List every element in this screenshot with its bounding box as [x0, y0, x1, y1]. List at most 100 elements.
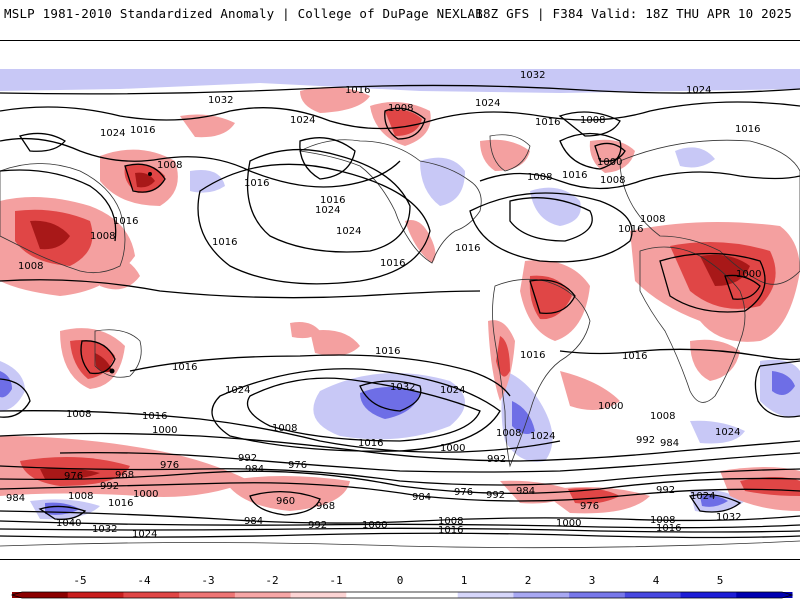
isobar-1008-asia: [659, 252, 766, 313]
anomaly-blob-indonesia: [100, 251, 140, 290]
colorbar-segment: [457, 592, 514, 598]
isobar-1016-south-tropics: [129, 354, 511, 397]
isobar-label: 1032: [520, 70, 545, 81]
isobar-1008-sub: [0, 410, 561, 453]
isobar-label: 992: [636, 435, 655, 446]
isobar-label: 1032: [716, 512, 741, 523]
isobar-label: 1016: [345, 85, 370, 96]
isobar-label: 984: [245, 464, 264, 475]
isobar-label: 1016: [618, 224, 643, 235]
isobar-label: 1024: [315, 205, 340, 216]
isobar-label: 1016: [562, 170, 587, 181]
isobar-label: 1008: [438, 516, 463, 527]
isobar-label: 1016: [455, 243, 480, 254]
isobar-label: 1016: [375, 346, 400, 357]
colorbar-tick-label: 1: [460, 574, 468, 587]
isobar-1008-hudson: [384, 107, 426, 140]
isobar-label: 1016: [142, 411, 167, 422]
colorbar-segment: [513, 592, 570, 598]
colorbar-outline: [10, 591, 794, 599]
colorbar-segment: [402, 592, 459, 598]
colorbar-tick-label: -1: [329, 574, 343, 587]
isobar-label: 1024: [686, 85, 711, 96]
isobar-label: 1016: [535, 117, 560, 128]
anomaly-blob-arctic: [0, 69, 800, 93]
isobar-label: 984: [6, 493, 25, 504]
isobar-992-sub: [59, 451, 800, 473]
isobar-label: 1008: [388, 103, 413, 114]
colorbar-tick-label: -5: [73, 574, 87, 587]
isobar-label: 1008: [527, 172, 552, 183]
isobar-960-low: [249, 491, 321, 516]
isobar-label: 1024: [100, 128, 125, 139]
colorbar-segment: [569, 592, 626, 598]
isobar-label: 1016: [172, 362, 197, 373]
colorbar-tick-label: -4: [137, 574, 151, 587]
isobar-label: 984: [412, 492, 431, 503]
colorbar-tick-label: 5: [716, 574, 724, 587]
isobar-labels: 1032 1016 1008 1024 1032 1024 1024 1016 …: [6, 70, 761, 540]
pressure-centers: [109, 172, 152, 374]
coast-east-asia: [0, 163, 126, 274]
isobar-label: 1000: [152, 425, 177, 436]
colorbar-tick-label: 4: [652, 574, 660, 587]
isobar-1024-north-pac: [18, 132, 66, 152]
isobar-label: 1016: [438, 525, 463, 536]
isobar-label: 1016: [735, 124, 760, 135]
isobar-label: 1016: [244, 178, 269, 189]
map-panel: 1032 1016 1008 1024 1032 1024 1024 1016 …: [0, 40, 800, 560]
isobar-label: 1016: [212, 237, 237, 248]
mslp-anomaly-map: 1032 1016 1008 1024 1032 1024 1024 1016 …: [0, 69, 800, 549]
isobar-label: 1016: [520, 350, 545, 361]
isobar-1000-south-pacific-low: [80, 340, 116, 375]
isobar-label: 1016: [656, 523, 681, 534]
colorbar-bar: [10, 591, 794, 599]
colorbar-segment: [736, 592, 793, 598]
colorbar-tick-label: 2: [524, 574, 532, 587]
isobar-label: 968: [316, 501, 335, 512]
isobar-label: 1008: [272, 423, 297, 434]
isobar-label: 1024: [715, 427, 740, 438]
anomaly-blob-greenland: [480, 139, 530, 171]
anomaly-blob-south-ocean: [690, 420, 745, 444]
colorbar-segment: [179, 592, 236, 598]
isobar-label: 1000: [597, 157, 622, 168]
isobar-1024-north: [0, 101, 800, 130]
anomaly-blob-aleutian: [180, 114, 235, 138]
isobar-label: 1016: [113, 216, 138, 227]
isobar-label: 1000: [556, 518, 581, 529]
colorbar-segment: [290, 592, 347, 598]
isobar-label: 968: [115, 470, 134, 481]
isobar-1024-south-pacific: [246, 377, 481, 442]
anomaly-blob-south-atlantic: [560, 371, 620, 410]
isobar-label: 984: [516, 486, 535, 497]
isobar-label: 976: [580, 501, 599, 512]
isobar-label: 1032: [390, 382, 415, 393]
isobar-label: 1008: [496, 428, 521, 439]
isobar-1024-west: [0, 378, 31, 418]
isobar-label: 992: [486, 490, 505, 501]
isobar-label: 960: [276, 496, 295, 507]
isobar-1008-sa: [529, 279, 576, 315]
isobar-label: 1024: [690, 491, 715, 502]
colorbar: -5 -4 -3 -2 -1 0 1 2 3 4 5: [0, 574, 800, 600]
isobar-1032-south-pacific: [359, 380, 422, 412]
isobar-label: 1016: [380, 258, 405, 269]
isobar-label: 1008: [68, 491, 93, 502]
anomaly-blob-north-pacific: [300, 87, 370, 113]
isobar-1008-high-lat: [559, 132, 622, 170]
isobar-label: 1000: [440, 443, 465, 454]
isobar-1016-sp: [211, 368, 501, 452]
isobar-label: 1024: [475, 98, 500, 109]
isobar-label: 1024: [530, 431, 555, 442]
isobar-label: 1016: [320, 195, 345, 206]
anomaly-blob-siberia: [675, 147, 715, 168]
isobar-1024-pacific-high: [246, 148, 411, 253]
isobar-1016-atlantic-high: [469, 192, 633, 263]
anomaly-blob-iceland: [589, 139, 635, 173]
isobar-1000-sub: [0, 432, 800, 462]
isobars: [0, 84, 800, 539]
isobar-1016-atl: [479, 171, 800, 190]
colorbar-tick-label: 3: [588, 574, 596, 587]
isobar-label: 1024: [132, 529, 157, 540]
